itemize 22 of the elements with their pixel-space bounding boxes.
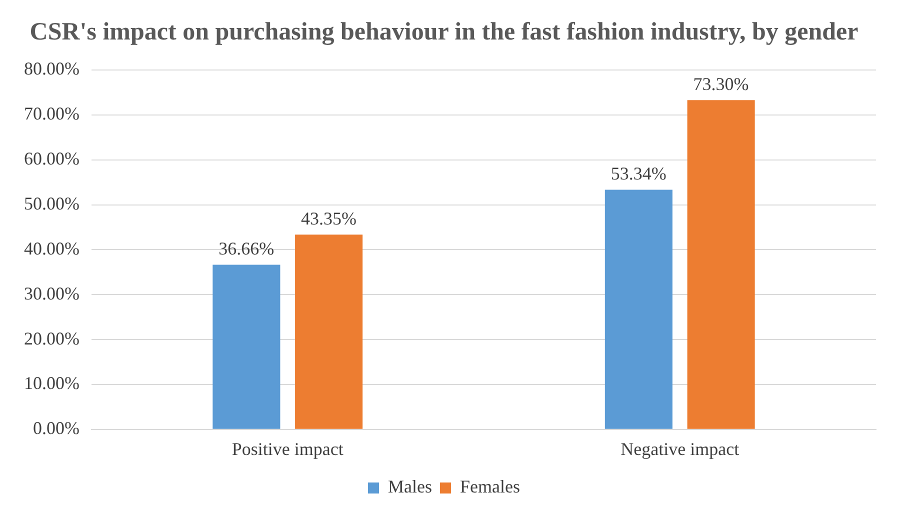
y-tick-label: 30.00% [24, 283, 80, 304]
bar [295, 234, 363, 429]
data-label: 73.30% [693, 74, 749, 94]
x-tick-label: Negative impact [620, 438, 740, 459]
bar [212, 264, 280, 429]
y-tick-label: 0.00% [32, 418, 80, 438]
chart-title: CSR's impact on purchasing behaviour in the fast fashion industry, by gender [30, 18, 858, 46]
bar [687, 100, 755, 429]
y-tick-label: 40.00% [24, 238, 80, 258]
data-label: 36.66% [218, 238, 274, 258]
data-label: 53.34% [610, 164, 666, 184]
y-tick-label: 10.00% [24, 373, 80, 394]
y-tick-label: 60.00% [24, 148, 80, 169]
legend-label: Males [388, 476, 432, 497]
x-tick-label: Positive impact [232, 438, 344, 459]
bar [604, 190, 672, 429]
y-tick-label: 50.00% [24, 194, 80, 214]
data-label: 43.35% [301, 208, 357, 228]
y-tick-label: 20.00% [24, 328, 80, 348]
legend-label: Females [460, 476, 520, 497]
y-tick-label: 70.00% [24, 104, 80, 124]
y-tick-label: 80.00% [24, 58, 80, 79]
